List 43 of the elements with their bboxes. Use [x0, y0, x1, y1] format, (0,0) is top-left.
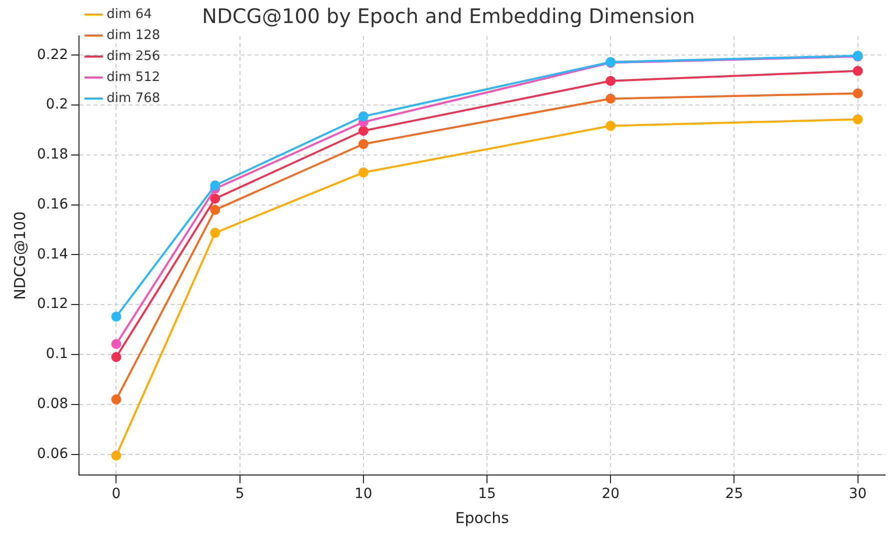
x-tick-label: 5: [235, 486, 244, 502]
x-axis-title: Epochs: [455, 508, 510, 527]
x-tick-label: 20: [602, 486, 620, 502]
point: [606, 94, 616, 104]
x-tick-label: 30: [848, 486, 867, 502]
x-tick-label: 25: [725, 486, 744, 502]
point: [606, 76, 616, 86]
point: [852, 114, 863, 124]
y-tick-label: 0.12: [37, 296, 68, 312]
y-tick-label: 0.16: [37, 196, 68, 212]
legend-label: dim 512: [106, 70, 160, 85]
y-axis-title: NDCG@100: [10, 211, 29, 300]
legend-label: dim 64: [106, 6, 152, 22]
y-tick-label: 0.06: [37, 446, 68, 462]
chart-title: NDCG@100 by Epoch and Embedding Dimension: [202, 4, 695, 28]
y-tick-label: 0.08: [37, 396, 68, 412]
y-tick-label: 0.22: [37, 46, 68, 63]
point: [111, 312, 122, 322]
x-tick-label: 10: [354, 486, 372, 502]
point: [111, 339, 122, 350]
y-tick-label: 0.1: [46, 346, 68, 362]
x-tick-label: 0: [112, 486, 121, 502]
point: [111, 394, 122, 404]
point: [852, 66, 863, 76]
point: [210, 180, 220, 190]
y-tick-label: 0.2: [46, 96, 68, 113]
x-tick-label: 15: [478, 486, 496, 502]
point: [606, 120, 616, 131]
point: [852, 88, 863, 98]
point: [358, 126, 368, 136]
point: [111, 352, 122, 362]
point: [358, 167, 368, 178]
y-tick-label: 0.14: [37, 246, 68, 262]
point: [210, 194, 220, 204]
point: [111, 450, 122, 460]
point: [210, 228, 220, 238]
point: [358, 138, 368, 149]
legend-label: dim 768: [106, 90, 160, 106]
point: [358, 111, 368, 122]
y-tick-label: 0.18: [37, 146, 68, 163]
legend-label: dim 128: [106, 28, 160, 43]
point: [210, 204, 220, 215]
legend-label: dim 256: [106, 48, 160, 64]
